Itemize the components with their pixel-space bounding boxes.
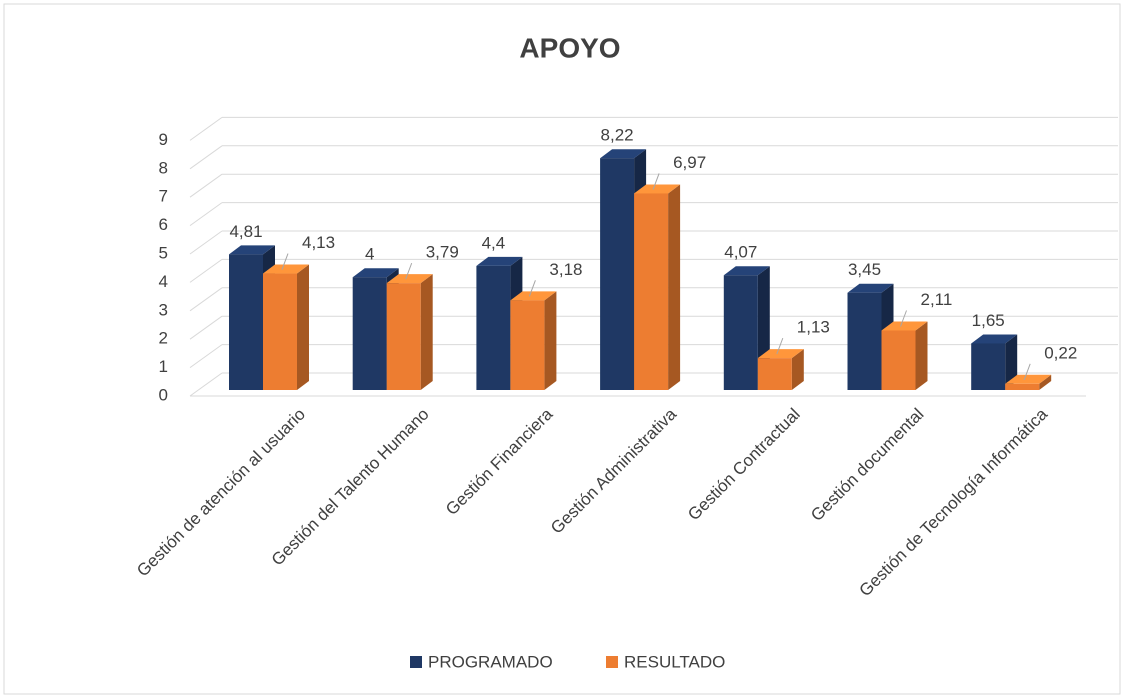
- data-label: 3,18: [549, 260, 582, 279]
- grid-line: [189, 287, 223, 312]
- grid-line: [189, 258, 223, 283]
- y-tick-label: 0: [159, 385, 168, 404]
- y-tick-label: 2: [159, 329, 168, 348]
- bar: [600, 158, 635, 390]
- bar-top: [1005, 374, 1052, 384]
- grid-line: [189, 372, 223, 397]
- bar-top: [386, 274, 433, 284]
- bar-top: [263, 264, 309, 274]
- bar: [352, 277, 387, 390]
- grid-line: [189, 344, 223, 369]
- bar-top: [600, 149, 647, 159]
- y-tick-label: 9: [159, 130, 168, 149]
- y-tick-label: 4: [159, 272, 168, 291]
- bar: [229, 254, 263, 390]
- grid-line: [189, 116, 223, 141]
- grid-line: [189, 315, 223, 340]
- leader-line: [776, 337, 784, 355]
- bar-top: [757, 349, 804, 359]
- bar-top: [971, 334, 1018, 344]
- y-tick-label: 6: [159, 215, 168, 234]
- grid-line: [189, 145, 223, 170]
- data-label: 3,45: [848, 260, 881, 279]
- y-tick-label: 1: [159, 357, 168, 376]
- y-tick-label: 8: [159, 158, 168, 177]
- data-label: 4: [365, 245, 374, 264]
- bar-side: [668, 184, 681, 390]
- bar-top: [352, 268, 399, 278]
- data-label: 3,79: [426, 243, 459, 262]
- data-label: 6,97: [673, 153, 706, 172]
- y-tick-label: 3: [159, 300, 168, 319]
- bar: [847, 292, 882, 390]
- bar: [723, 275, 758, 390]
- bar-side: [915, 321, 928, 390]
- bar-top: [476, 256, 523, 266]
- bar: [634, 193, 669, 390]
- data-label: 8,22: [601, 126, 634, 145]
- bar: [881, 330, 916, 390]
- legend-swatch: [410, 656, 422, 668]
- bar: [263, 273, 297, 390]
- bar: [971, 343, 1006, 390]
- data-label: 4,4: [482, 233, 506, 252]
- chart-border: [3, 3, 1121, 695]
- bar-side: [1005, 334, 1018, 390]
- legend-swatch: [606, 656, 618, 668]
- bar: [476, 265, 511, 390]
- bar-top: [723, 266, 770, 276]
- bar-top: [229, 245, 275, 255]
- bar: [1005, 383, 1040, 390]
- grid-line: [189, 230, 223, 255]
- y-tick-label: 7: [159, 187, 168, 206]
- data-label: 2,11: [921, 290, 953, 309]
- data-label: 1,13: [797, 318, 830, 337]
- bar: [510, 300, 545, 390]
- leader-line: [1023, 363, 1031, 380]
- data-label: 0,22: [1044, 343, 1077, 362]
- data-label: 1,65: [972, 311, 1005, 330]
- bar: [757, 358, 792, 390]
- bar-side: [297, 264, 309, 390]
- leader-line: [281, 253, 289, 270]
- bar-top: [510, 291, 557, 301]
- bar-side: [1039, 374, 1052, 390]
- bar-side: [420, 274, 433, 390]
- bar: [386, 283, 421, 390]
- bar-side: [544, 291, 557, 390]
- data-label: 4,13: [302, 233, 335, 252]
- grid-line: [189, 202, 223, 227]
- bar-side: [791, 349, 804, 390]
- data-label: 4,07: [724, 243, 757, 262]
- legend-label: RESULTADO: [624, 652, 725, 671]
- bar-top: [847, 283, 894, 293]
- leader-line: [900, 310, 907, 327]
- leader-line: [652, 173, 660, 190]
- leader-line: [528, 280, 536, 297]
- grid-line: [189, 173, 223, 198]
- y-tick-label: 5: [159, 243, 168, 262]
- bar-top: [634, 184, 681, 194]
- bar-top: [881, 321, 928, 331]
- leader-line: [405, 262, 413, 280]
- data-label: 4,81: [229, 222, 262, 241]
- chart-title: APOYO: [519, 32, 620, 63]
- legend-label: PROGRAMADO: [428, 652, 553, 671]
